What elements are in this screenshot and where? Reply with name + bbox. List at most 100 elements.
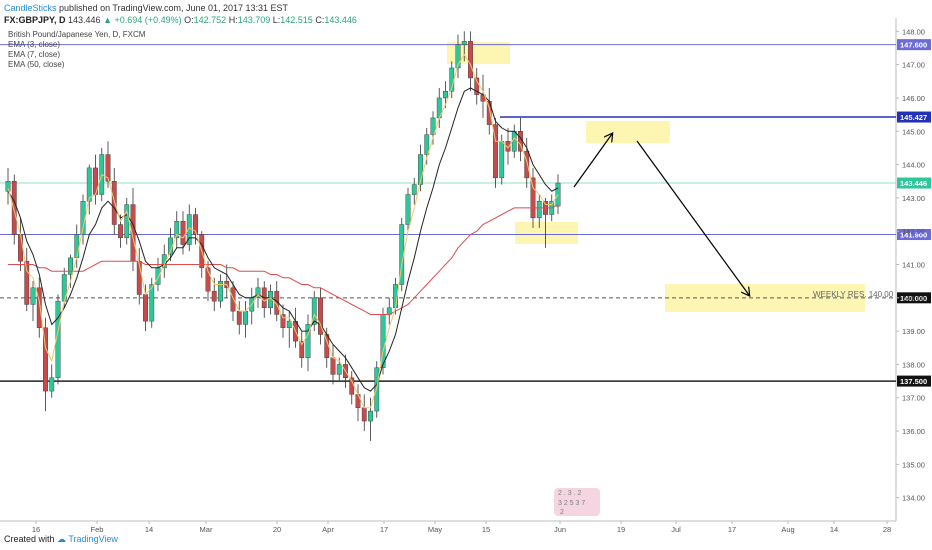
change-value: +0.694 (+0.49%) xyxy=(114,15,182,25)
y-tick-label: 145.00 xyxy=(902,127,925,136)
y-tick-label: 135.00 xyxy=(902,460,925,469)
candle-body xyxy=(280,314,286,328)
y-tick-label: 141.00 xyxy=(902,261,925,270)
y-tick-label: 139.00 xyxy=(902,327,925,336)
level-price-tag xyxy=(897,292,931,304)
x-tick-label: Jul xyxy=(671,525,681,534)
legend-ema-7[interactable]: EMA (7, close) xyxy=(8,50,61,59)
y-tick-label: 134.00 xyxy=(902,494,925,503)
level-price-tag xyxy=(897,177,931,189)
level-price-tag xyxy=(897,39,931,51)
y-tick-label: 147.00 xyxy=(902,61,925,70)
candle-body xyxy=(86,167,92,202)
high-value: 143.709 xyxy=(237,15,271,25)
level-price-label: 147.600 xyxy=(900,41,927,50)
candle-body xyxy=(180,220,186,245)
close-label: C: xyxy=(315,15,325,25)
candle-body xyxy=(418,154,423,185)
x-tick-label: 20 xyxy=(273,525,281,534)
forecast-arrow-up xyxy=(573,134,612,188)
candle-body xyxy=(111,181,117,225)
y-tick-label: 144.00 xyxy=(902,161,925,170)
candle-body xyxy=(124,204,130,239)
level-price-label: 145.427 xyxy=(900,113,927,122)
candle-body xyxy=(424,134,430,155)
low-label: L: xyxy=(272,15,281,25)
candle-body xyxy=(255,287,261,299)
candle-body xyxy=(311,297,317,325)
candle-body xyxy=(49,377,55,392)
candle-body xyxy=(118,224,123,239)
candle-body xyxy=(305,324,311,358)
candle-body xyxy=(243,310,248,325)
highlight-support-box xyxy=(515,222,578,244)
candle-body xyxy=(230,287,236,312)
candle-body xyxy=(474,77,480,95)
legend-ema-50[interactable]: EMA (50, close) xyxy=(8,60,65,69)
level-price-tag xyxy=(897,375,931,387)
candle-body xyxy=(174,220,180,239)
candle-body xyxy=(24,260,30,305)
candle-body xyxy=(68,257,73,275)
candle-body xyxy=(430,117,436,135)
candle-body xyxy=(105,154,111,182)
tradingview-brand-link[interactable]: TradingView xyxy=(68,534,118,544)
candle-body xyxy=(355,394,361,408)
candle-body xyxy=(405,194,411,225)
watermark: 2 . 3 . 2 3 2 5 3 7 2 xyxy=(554,488,600,516)
x-tick-label: 15 xyxy=(482,525,490,534)
ema-3-line xyxy=(7,53,559,409)
candle-body xyxy=(368,410,373,422)
candle-body xyxy=(211,290,217,302)
ohlc-line: FX:GBPJPY, D 143.446 ▲ +0.694 (+0.49%) O… xyxy=(4,14,357,26)
candle-body xyxy=(361,407,367,422)
ema-7-line xyxy=(7,87,559,392)
candle-series xyxy=(5,31,561,442)
y-tick-label: 146.00 xyxy=(902,94,925,103)
legend-ema-3[interactable]: EMA (3, close) xyxy=(8,40,61,49)
last-price: 143.446 xyxy=(68,15,101,25)
author-link[interactable]: CandleSticks xyxy=(4,3,57,13)
svg-text:2 . 3 . 2: 2 . 3 . 2 xyxy=(558,490,581,497)
x-tick-label: 17 xyxy=(728,525,736,534)
tradingview-logo-icon: ☁ xyxy=(57,534,67,544)
candle-body xyxy=(193,214,198,235)
highlight-top-box xyxy=(447,42,510,64)
candle-body xyxy=(18,234,23,262)
candle-body xyxy=(43,327,48,392)
x-tick-label: Jun xyxy=(554,525,566,534)
y-tick-label: 148.00 xyxy=(902,27,925,36)
x-tick-label: 14 xyxy=(830,525,838,534)
publisher-line: CandleSticks published on TradingView.co… xyxy=(4,2,357,14)
y-axis-ticks: 148.00 147.00 146.00 145.00 144.00 143.00 142.… xyxy=(896,27,925,503)
candle-body xyxy=(530,177,536,219)
ema-50-line xyxy=(8,204,559,315)
candle-body xyxy=(30,287,36,305)
candle-body xyxy=(36,287,42,328)
candle-body xyxy=(143,294,148,322)
y-tick-label: 143.00 xyxy=(902,194,925,203)
x-tick-label: Mar xyxy=(200,525,213,534)
open-value: 142.752 xyxy=(193,15,227,25)
candle-body xyxy=(493,124,498,179)
x-axis-ticks: 16 Feb 14 Mar 20 Apr 17 May 15 Jun 19 Jul 17 Aug 14 28 xyxy=(32,521,891,534)
low-value: 142.515 xyxy=(280,15,313,25)
indicator-legend: British Pound/Japanese Yen, D, FXCM EMA … xyxy=(8,30,145,70)
x-tick-label: Feb xyxy=(91,525,104,534)
y-tick-label: 138.00 xyxy=(902,360,925,369)
candle-body xyxy=(149,284,155,322)
level-price-tag xyxy=(897,111,931,123)
candle-body xyxy=(455,44,461,69)
highlight-target-box xyxy=(586,121,670,143)
published-text: published on TradingView.com, June 01, 2… xyxy=(59,3,289,13)
open-label: O: xyxy=(184,15,194,25)
close-value: 143.446 xyxy=(324,15,357,25)
candle-body xyxy=(74,234,80,259)
candle-body xyxy=(155,267,161,285)
y-tick-label: 137.00 xyxy=(902,394,925,403)
candle-body xyxy=(468,41,473,79)
x-tick-label: 14 xyxy=(145,525,153,534)
candle-body xyxy=(499,141,505,179)
candle-body xyxy=(318,297,323,335)
